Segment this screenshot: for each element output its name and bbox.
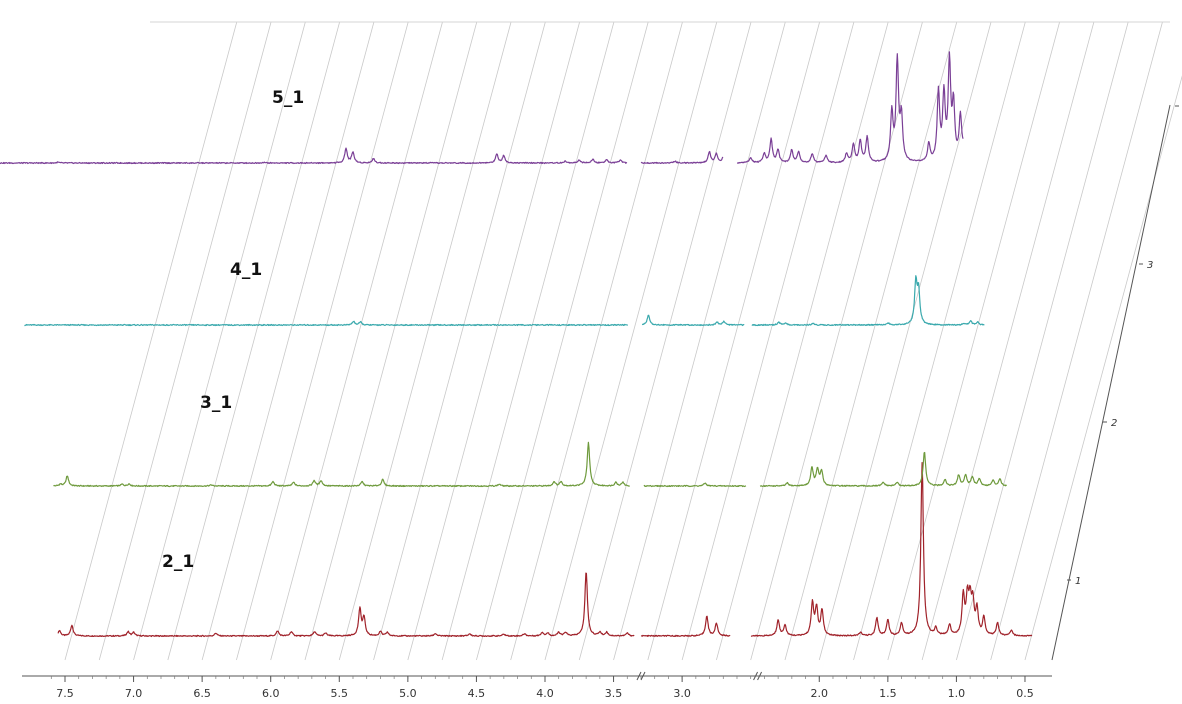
grid-line — [784, 21, 958, 661]
z-tick-label: 2 — [1111, 418, 1117, 429]
grid-line — [167, 21, 341, 661]
grid-line — [818, 21, 992, 661]
grid-line — [578, 21, 752, 661]
grid-lines — [64, 21, 1182, 661]
spectrum-trace-4-1 — [751, 275, 985, 327]
grid-line — [956, 21, 1129, 661]
spectrum-trace-2-1 — [57, 572, 635, 638]
spectrum-trace-3-1 — [643, 482, 747, 488]
spectra-traces — [0, 51, 1033, 638]
x-tick-label: 6.0 — [262, 687, 280, 700]
grid-line — [681, 21, 855, 661]
z-axis: 1234 — [1067, 105, 1179, 587]
x-tick-label: 4.0 — [536, 687, 554, 700]
grid-line — [98, 21, 272, 661]
spectrum-trace-5-1 — [0, 147, 628, 165]
x-tick-label: 5.5 — [331, 687, 349, 700]
grid-line — [201, 21, 375, 661]
grid-line — [613, 21, 786, 661]
grid-line — [1024, 75, 1182, 661]
spectrum-trace-4-1 — [641, 314, 745, 327]
grid-line — [887, 21, 1060, 661]
grid-line — [64, 21, 238, 661]
axis-break-marker — [753, 671, 763, 681]
x-tick-label: 3.5 — [605, 687, 623, 700]
x-tick-label: 2.0 — [811, 687, 829, 700]
spectrum-trace-2-1 — [750, 462, 1033, 637]
grid-line — [373, 21, 546, 661]
grid-line — [338, 21, 512, 661]
axis-break-marker — [636, 671, 646, 681]
spectrum-trace-3-1 — [759, 451, 1007, 487]
spectrum-trace-2-1 — [640, 615, 731, 638]
trace-labels: 2_1 3_1 4_1 5_1 — [162, 88, 304, 572]
grid-line — [236, 21, 409, 661]
x-tick-label: 7.5 — [56, 687, 74, 700]
grid-line — [853, 21, 1026, 661]
grid-line — [133, 21, 306, 661]
trace-label: 4_1 — [230, 260, 262, 280]
x-tick-label: 0.5 — [1016, 687, 1034, 700]
grid-line — [716, 21, 889, 661]
x-tick-label: 1.0 — [948, 687, 966, 700]
x-tick-label: 3.0 — [673, 687, 691, 700]
grid-line — [441, 21, 615, 661]
grid-line — [750, 21, 923, 661]
z-axis-line — [1051, 104, 1171, 661]
z-tick-label: 1 — [1075, 576, 1081, 587]
grid-line — [647, 21, 820, 661]
grid-line — [407, 21, 580, 661]
x-tick-label: 5.0 — [399, 687, 417, 700]
trace-label: 2_1 — [162, 552, 194, 572]
trace-label: 5_1 — [272, 88, 304, 108]
z-tick-label: 3 — [1147, 260, 1153, 271]
grid-line — [921, 21, 1095, 661]
spectrum-trace-5-1 — [736, 51, 964, 164]
x-axis: 7.5 7.0 6.5 6.0 5.5 5.0 4.5 4.0 3.5 3.0 2.0 1.5 1.0 0… — [22, 671, 1052, 700]
x-tick-label: 1.5 — [879, 687, 897, 700]
spectrum-trace-3-1 — [53, 441, 630, 488]
x-tick-label: 4.5 — [468, 687, 486, 700]
grid-line — [476, 21, 649, 661]
x-tick-label: 6.5 — [193, 687, 211, 700]
spectrum-trace-5-1 — [640, 150, 724, 165]
trace-label: 3_1 — [200, 393, 232, 413]
grid-line — [544, 21, 718, 661]
grid-line — [510, 21, 683, 661]
grid-line — [270, 21, 443, 661]
grid-line — [990, 21, 1163, 661]
grid-line — [304, 21, 478, 661]
spectrum-trace-4-1 — [24, 320, 629, 327]
x-tick-label: 7.0 — [125, 687, 143, 700]
